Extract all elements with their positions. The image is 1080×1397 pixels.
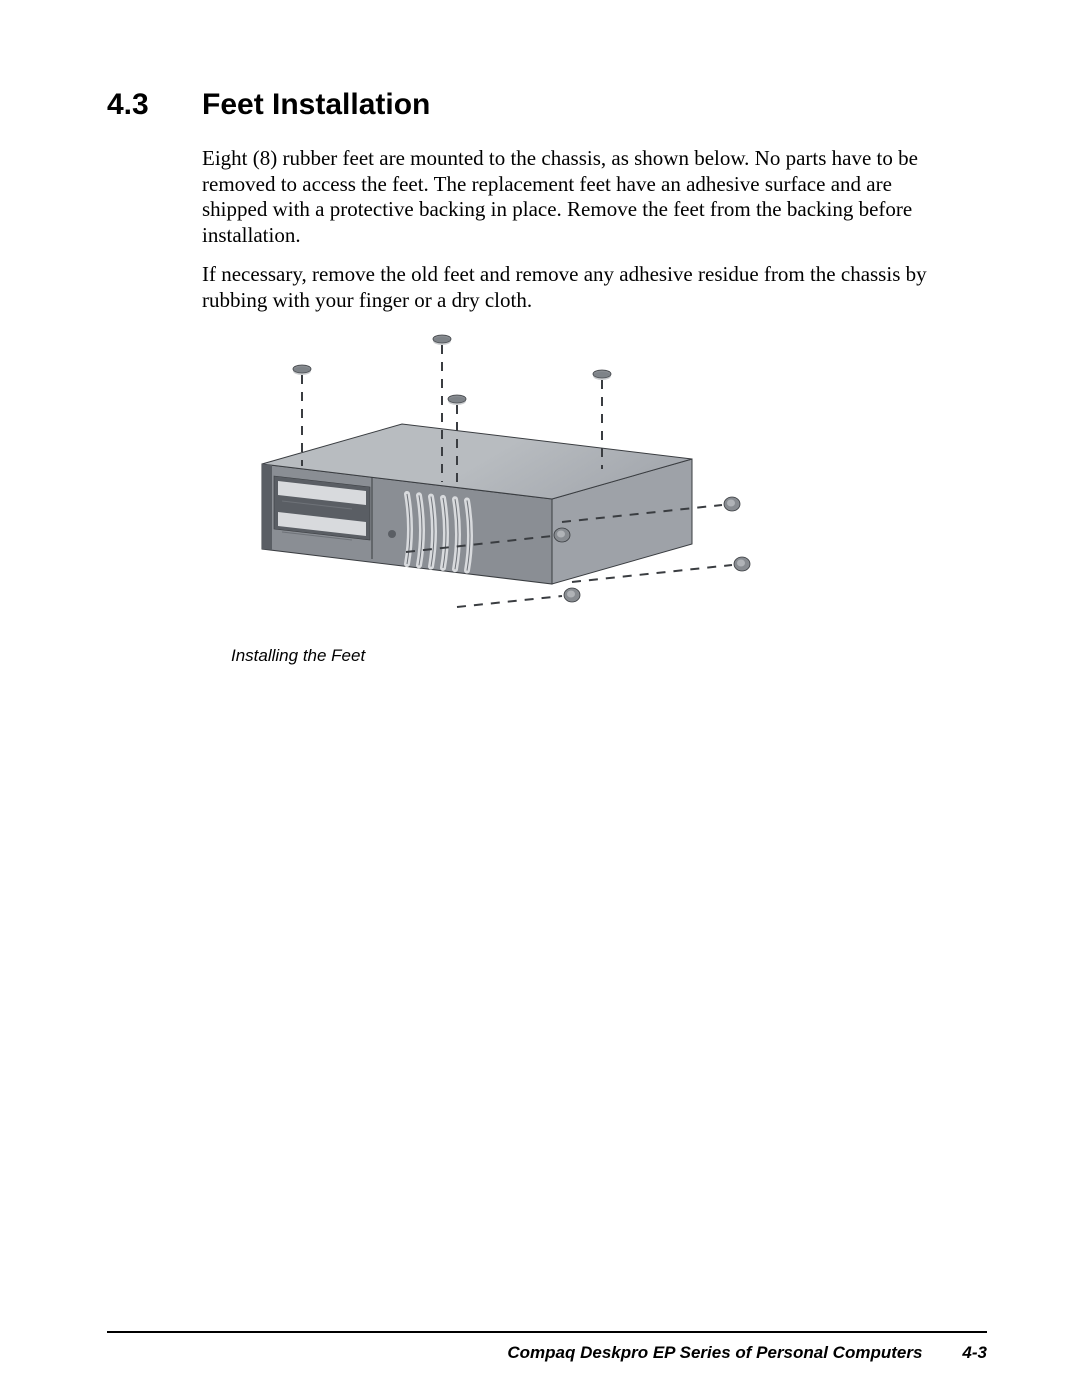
section-number: 4.3 [107, 88, 202, 122]
figure-caption: Installing the Feet [231, 646, 987, 666]
paragraph-2: If necessary, remove the old feet and re… [202, 262, 962, 313]
footer-rule [107, 1331, 987, 1333]
chassis-diagram [202, 334, 762, 634]
document-page: 4.3 Feet Installation Eight (8) rubber f… [0, 0, 1080, 1397]
content-area: 4.3 Feet Installation Eight (8) rubber f… [107, 88, 987, 666]
body-text: Eight (8) rubber feet are mounted to the… [202, 146, 962, 314]
footer-book-title: Compaq Deskpro EP Series of Personal Com… [507, 1343, 922, 1363]
footer: Compaq Deskpro EP Series of Personal Com… [507, 1343, 987, 1363]
footer-page-number: 4-3 [962, 1343, 987, 1363]
figure [202, 334, 762, 634]
section-title: Feet Installation [202, 88, 430, 122]
paragraph-1: Eight (8) rubber feet are mounted to the… [202, 146, 962, 248]
section-heading: 4.3 Feet Installation [107, 88, 987, 122]
